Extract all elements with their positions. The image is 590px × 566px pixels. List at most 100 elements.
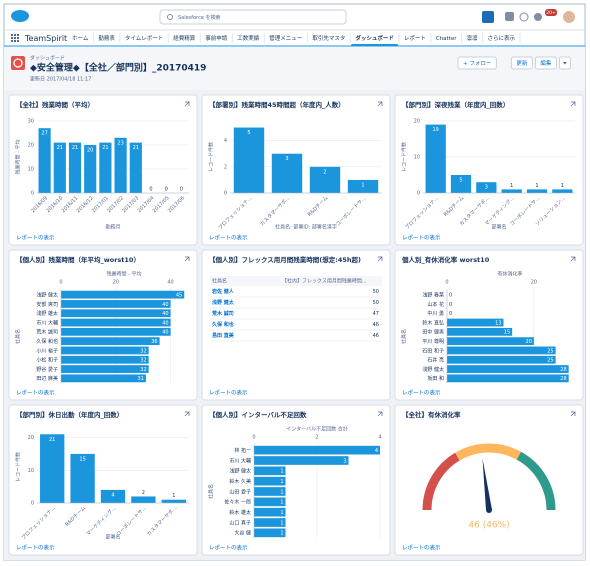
bar[interactable] [68, 142, 82, 193]
bar[interactable] [447, 318, 504, 327]
expand-icon[interactable] [184, 101, 190, 107]
report-link[interactable]: レポートの表示 [16, 544, 55, 552]
bar[interactable] [501, 189, 522, 193]
nav-tab[interactable]: 経費精算 [173, 34, 196, 42]
bar[interactable] [552, 189, 573, 193]
bar[interactable] [61, 365, 149, 373]
bar[interactable] [254, 466, 286, 476]
report-link[interactable]: レポートの表示 [209, 544, 248, 552]
report-link[interactable]: レポートの表示 [209, 389, 248, 397]
expand-icon[interactable] [184, 256, 190, 262]
search-box[interactable] [159, 9, 347, 25]
bar[interactable] [476, 182, 497, 193]
bar[interactable] [84, 145, 97, 193]
new-icon[interactable] [505, 12, 514, 21]
table-cell-name[interactable]: 荒木 誠司 [211, 310, 234, 317]
bar[interactable] [450, 175, 472, 193]
avatar[interactable] [563, 11, 575, 23]
nav-tab[interactable]: 勤務表 [98, 34, 115, 42]
bar[interactable] [61, 355, 149, 364]
table-cell-name[interactable]: 久保 和也 [212, 321, 234, 328]
bar[interactable] [53, 142, 66, 193]
bar[interactable] [254, 497, 286, 507]
app-launcher[interactable] [11, 34, 19, 42]
report-link[interactable]: レポートの表示 [402, 389, 441, 397]
value-label: 2 [142, 490, 145, 496]
bar[interactable] [447, 337, 534, 346]
bar[interactable] [61, 374, 146, 383]
bar[interactable] [233, 127, 265, 193]
bar[interactable] [40, 434, 65, 503]
nav-tab[interactable]: ダッシュボード [355, 34, 394, 42]
header-button[interactable] [534, 56, 557, 70]
nav-tab[interactable]: Chatter [436, 36, 457, 42]
table-cell-name[interactable]: 岩佐 健人 [211, 288, 235, 295]
bar[interactable] [161, 499, 186, 503]
bar[interactable] [254, 456, 349, 465]
nav-tab[interactable]: タイムレポート [125, 34, 163, 42]
bar[interactable] [254, 445, 380, 455]
bar[interactable] [271, 153, 303, 193]
bar[interactable] [526, 189, 548, 193]
expand-icon[interactable] [377, 256, 383, 262]
nav-tab[interactable]: さらに表示 [488, 34, 516, 42]
bar[interactable] [61, 337, 160, 346]
bar[interactable] [99, 142, 112, 193]
bar[interactable] [254, 528, 286, 538]
expand-icon[interactable] [377, 411, 383, 417]
bar[interactable] [100, 489, 126, 503]
bar[interactable] [447, 355, 556, 364]
bar[interactable] [254, 507, 286, 517]
bar[interactable] [129, 142, 142, 193]
nav-tab[interactable]: 凛凛 [467, 34, 479, 42]
bar[interactable] [61, 318, 171, 327]
bar[interactable] [131, 496, 156, 503]
nav-tab[interactable]: ホーム [72, 35, 89, 42]
header-button[interactable] [510, 56, 533, 70]
nav-tab[interactable]: 管理メニュー [269, 34, 302, 42]
expand-icon[interactable] [570, 256, 576, 262]
bar[interactable] [254, 487, 286, 496]
y-tick-label: 石井 亮 [427, 357, 444, 364]
bar[interactable] [447, 374, 569, 383]
bar[interactable] [70, 453, 95, 503]
help-icon[interactable] [519, 12, 529, 22]
nav-tab[interactable]: 事前申請 [205, 34, 228, 42]
bar[interactable] [347, 179, 379, 193]
logo[interactable] [11, 10, 29, 22]
expand-icon[interactable] [570, 101, 576, 107]
nav-tab[interactable]: 取引先マスタ [312, 34, 345, 42]
bar[interactable] [425, 124, 446, 193]
nav-tab[interactable]: 工数実績 [237, 34, 260, 42]
expand-icon[interactable] [184, 411, 190, 417]
bar[interactable] [447, 327, 513, 336]
header-button[interactable] [457, 56, 497, 70]
bar[interactable] [447, 365, 569, 373]
y-tick-label: 山本 花 [427, 301, 444, 308]
favorites-icon[interactable] [482, 11, 494, 23]
bar[interactable] [38, 128, 51, 193]
bar[interactable] [254, 518, 286, 527]
expand-icon[interactable] [377, 101, 383, 107]
bar[interactable] [61, 309, 171, 318]
bar[interactable] [447, 346, 556, 355]
nav-tab[interactable]: レポート [404, 35, 426, 42]
bar[interactable] [114, 137, 127, 193]
notification-badge[interactable] [545, 9, 557, 16]
report-link[interactable]: レポートの表示 [16, 389, 55, 397]
bar[interactable] [61, 346, 149, 355]
bar[interactable] [61, 327, 171, 336]
report-link[interactable]: レポートの表示 [16, 234, 55, 242]
report-link[interactable]: レポートの表示 [402, 234, 441, 242]
bar[interactable] [254, 476, 286, 486]
table-cell-name[interactable]: 島田 直美 [212, 332, 235, 339]
bar[interactable] [61, 290, 185, 299]
report-link[interactable]: レポートの表示 [209, 234, 248, 242]
setup-icon[interactable] [534, 13, 542, 21]
expand-icon[interactable] [570, 411, 576, 417]
table-header: 【社内】フレックス用月間残業時間... [282, 278, 367, 285]
bar[interactable] [61, 300, 171, 308]
table-cell-name[interactable]: 浅野 健太 [212, 299, 235, 306]
report-link[interactable]: レポートの表示 [402, 544, 441, 552]
bar[interactable] [309, 166, 341, 193]
